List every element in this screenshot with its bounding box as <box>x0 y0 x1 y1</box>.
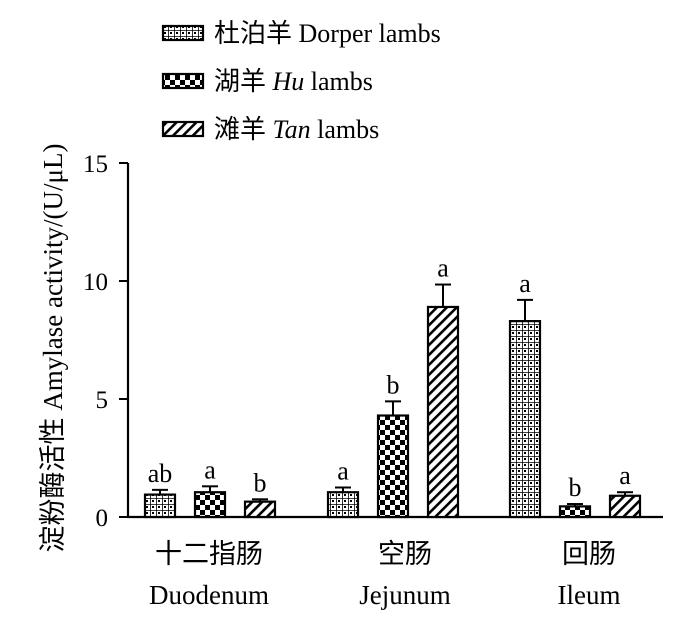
x-category-labels: 十二指肠 Duodenum 空肠 Jejunum 回肠 Ileum <box>149 539 620 610</box>
significance-label: ab <box>148 459 173 488</box>
y-tick-label-2: 10 <box>83 269 108 296</box>
bar-tan-duodenum <box>243 500 277 519</box>
category-label-zh: 十二指肠 <box>155 539 263 569</box>
y-tick-label-3: 15 <box>83 151 108 178</box>
category-label-zh: 空肠 <box>378 539 432 569</box>
category-label-en: Duodenum <box>149 580 269 610</box>
significance-label: a <box>619 461 631 490</box>
significance-label: a <box>337 457 349 486</box>
legend-swatch-hu <box>161 72 205 90</box>
legend-label-dorper: 杜泊羊 Dorper lambs <box>214 19 441 48</box>
category-label-en: Jejunum <box>359 580 451 610</box>
legend-label-tan: 滩羊 Tan lambs <box>214 115 379 144</box>
y-ticks: 0 5 10 15 <box>83 151 128 532</box>
category-label-en: Ileum <box>558 580 621 610</box>
y-tick-label-1: 5 <box>96 387 109 414</box>
significance-label: a <box>204 455 216 484</box>
legend-swatch-tan <box>161 120 205 138</box>
legend-label-hu: 湖羊 Hu lambs <box>214 67 373 96</box>
bar-tan-ileum <box>608 494 642 519</box>
legend-swatch-dorper <box>161 24 205 42</box>
bar-dorper-jejunum <box>326 491 360 519</box>
bar-hu-jejunum <box>376 414 410 519</box>
y-axis-title: 淀粉酶活性 Amylase activity/(U/μL) <box>38 144 68 553</box>
bar-hu-ileum <box>558 505 592 519</box>
significance-label: b <box>387 370 400 399</box>
bar-dorper-duodenum <box>143 493 177 519</box>
bar-hu-duodenum <box>193 491 227 519</box>
significance-label: b <box>254 468 267 497</box>
category-label-zh: 回肠 <box>562 539 616 569</box>
significance-label: a <box>519 269 531 298</box>
legend: 杜泊羊 Dorper lambs 湖羊 Hu lambs 滩羊 Tan lambs <box>161 19 441 144</box>
bar-dorper-ileum <box>508 320 542 519</box>
bar-tan-jejunum <box>426 305 460 519</box>
significance-label: b <box>569 473 582 502</box>
y-tick-label-0: 0 <box>96 505 109 532</box>
significance-label: a <box>437 254 449 283</box>
